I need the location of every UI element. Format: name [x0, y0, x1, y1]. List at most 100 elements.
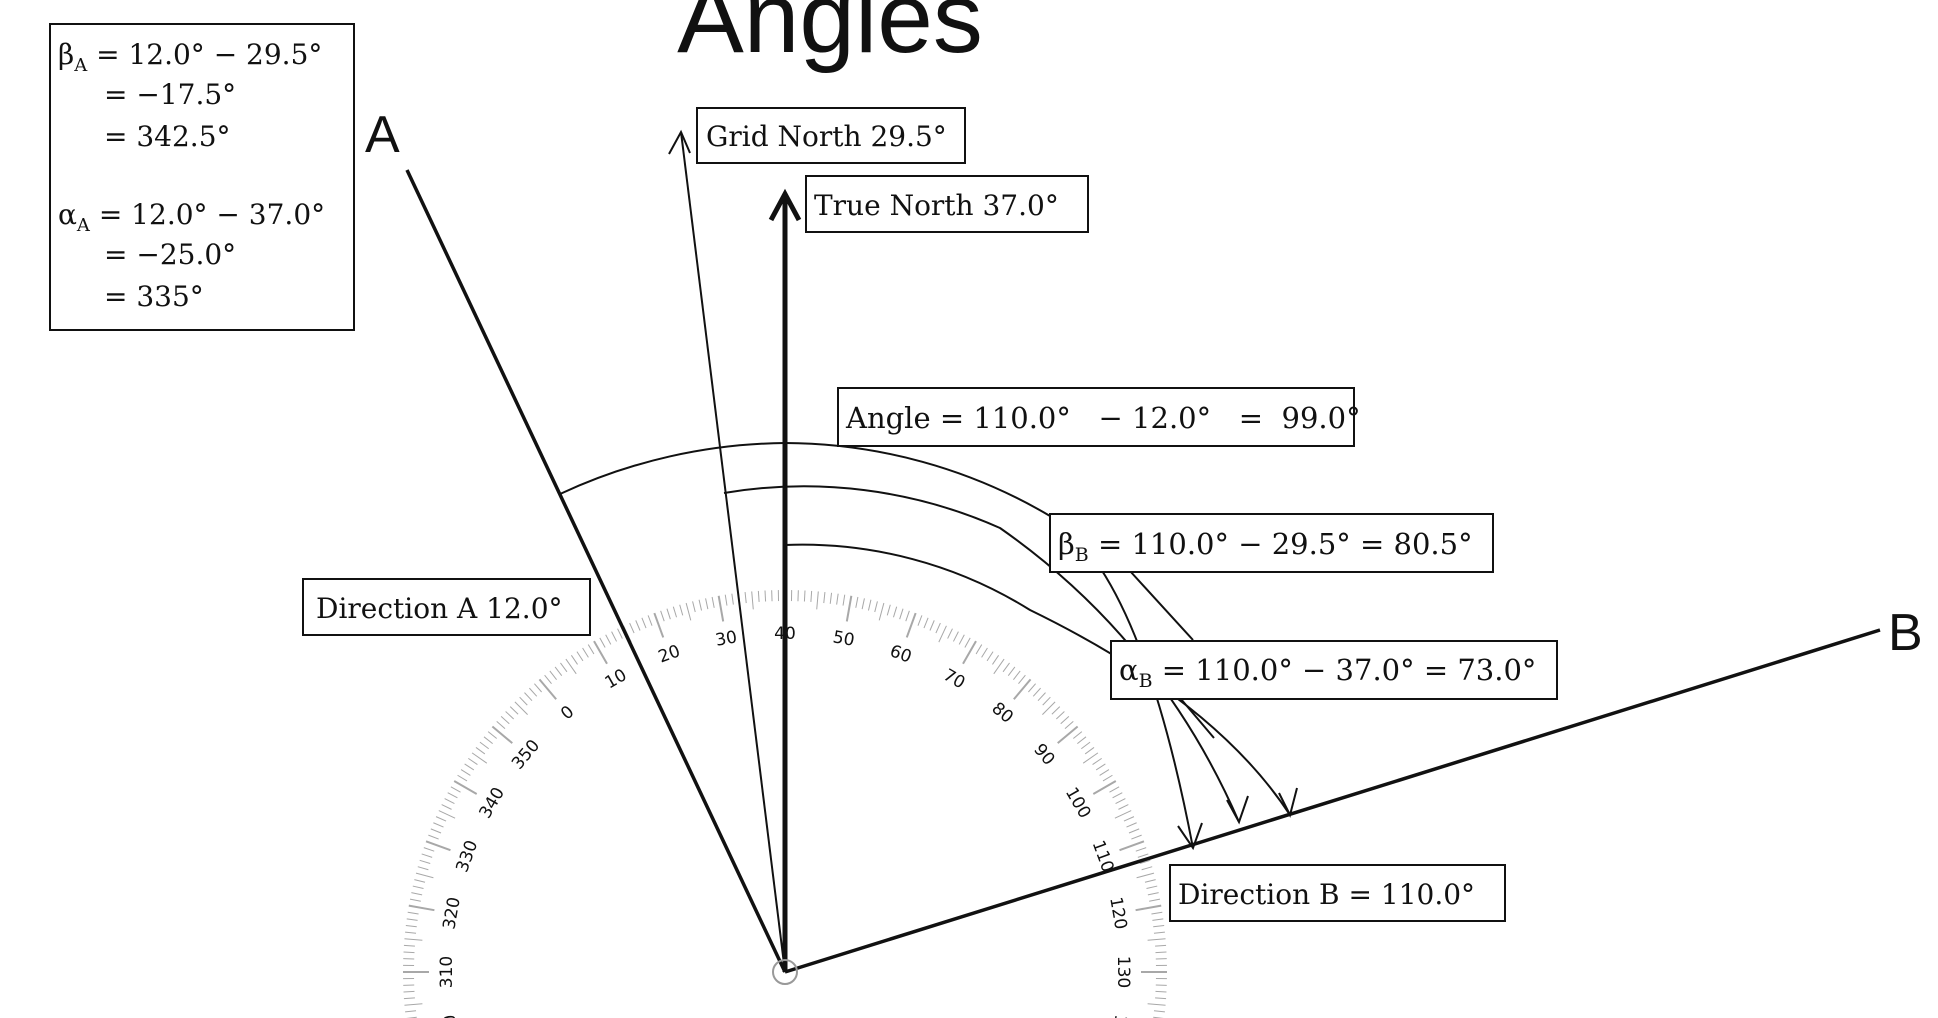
protractor-tick — [917, 615, 923, 626]
protractor-tick — [1115, 798, 1126, 805]
protractor-tick — [1126, 822, 1137, 828]
protractor-tick — [816, 591, 819, 610]
protractor-label: 10 — [602, 665, 631, 693]
protractor-tick — [1139, 859, 1151, 865]
protractor-tick — [414, 879, 426, 883]
protractor-tick — [419, 859, 431, 865]
beta-b-label: βB = 110.0° − 29.5° = 80.5° — [1049, 513, 1494, 573]
protractor-label: 100 — [1061, 784, 1095, 822]
protractor-tick — [538, 678, 557, 700]
protractor-tick — [1073, 731, 1083, 739]
protractor-label: 140 — [1105, 1013, 1130, 1018]
protractor-tick — [672, 606, 678, 618]
svg-text:True North 37.0°: True North 37.0° — [814, 189, 1059, 222]
alpha-b-arc-arrowhead — [1278, 787, 1298, 818]
protractor-tick — [487, 731, 497, 739]
protractor-tick — [587, 644, 595, 655]
protractor-tick — [1112, 792, 1123, 799]
protractor-tick — [836, 593, 839, 605]
protractor-label: 330 — [452, 838, 482, 875]
protractor-tick — [435, 816, 447, 822]
protractor-tick — [403, 944, 415, 947]
beta-b-arc-arrowhead — [1226, 795, 1249, 825]
protractor-tick — [1147, 938, 1166, 941]
protractor-tick — [886, 604, 891, 616]
calc-box: βA = 12.0° − 29.5° = −17.5° = 342.5° αA … — [49, 23, 355, 331]
protractor-tick — [403, 990, 415, 993]
protractor-tick — [408, 904, 435, 912]
protractor-tick — [1057, 725, 1079, 744]
protractor-tick — [764, 590, 767, 602]
protractor-tick — [405, 1010, 417, 1013]
grid-north-arrow — [668, 129, 786, 973]
protractor-tick — [1007, 666, 1016, 677]
direction-a-label: Direction A 12.0° — [302, 578, 591, 636]
beta-a-line-2: = −17.5° — [104, 78, 236, 111]
protractor-tick — [611, 631, 618, 642]
protractor-tick — [1095, 763, 1106, 771]
protractor-tick — [617, 628, 623, 639]
protractor-tick — [406, 918, 418, 921]
protractor-label: 30 — [714, 627, 739, 650]
protractor-tick — [554, 666, 563, 677]
protractor-tick — [433, 822, 444, 828]
protractor-tick — [1082, 752, 1099, 764]
protractor-tick — [560, 662, 568, 673]
protractor-tick — [407, 911, 419, 915]
protractor-tick — [544, 674, 552, 684]
protractor-tick — [415, 872, 434, 879]
protractor-tick — [1102, 774, 1113, 782]
protractor-tick — [975, 644, 983, 655]
protractor-tick — [1153, 1010, 1165, 1013]
protractor-label: 340 — [476, 784, 510, 822]
protractor-tick — [717, 595, 725, 622]
protractor-tick — [1042, 701, 1056, 715]
protractor-tick — [845, 595, 853, 622]
protractor-tick — [1084, 747, 1095, 755]
protractor-tick — [483, 736, 493, 744]
protractor-tick — [491, 725, 513, 744]
svg-text:βB = 110.0° − 29.5° = 80.5°: βB = 110.0° − 29.5° = 80.5° — [1058, 527, 1473, 566]
protractor-tick — [679, 604, 684, 616]
direction-b-line — [784, 628, 1881, 974]
protractor-tick — [855, 596, 859, 608]
protractor-tick — [450, 786, 461, 793]
protractor-tick — [905, 612, 917, 638]
protractor-tick — [1155, 944, 1167, 947]
protractor-tick — [1099, 769, 1110, 776]
protractor-tick — [403, 997, 415, 1000]
protractor-tick — [1137, 853, 1149, 858]
protractor-tick — [430, 828, 442, 834]
protractor-tick — [441, 804, 452, 810]
protractor-tick — [593, 640, 608, 665]
protractor-label: 300 — [439, 1013, 464, 1018]
protractor-tick — [529, 687, 538, 697]
protractor-center — [772, 959, 798, 985]
protractor-tick — [1042, 696, 1051, 706]
protractor-tick — [1002, 662, 1010, 673]
protractor-tick — [1092, 757, 1102, 765]
protractor-tick — [711, 596, 715, 608]
protractor-tick — [1119, 840, 1145, 852]
protractor-tick — [444, 798, 455, 805]
protractor-tick — [1128, 828, 1140, 834]
protractor-tick — [570, 655, 578, 665]
protractor-tick — [947, 628, 953, 639]
protractor-tick — [692, 601, 696, 613]
alpha-a-line-1: αA = 12.0° − 37.0° — [58, 198, 325, 236]
alpha-b-arc — [784, 543, 1291, 816]
direction-a-line — [405, 169, 787, 973]
protractor-tick — [524, 692, 533, 702]
protractor-tick — [958, 634, 965, 645]
angle-formula-label: Angle = 110.0° − 12.0° = 99.0° — [837, 387, 1361, 447]
protractor-tick — [1118, 804, 1129, 810]
protractor-tick — [411, 892, 423, 896]
protractor-tick — [993, 658, 1005, 675]
protractor-label: 60 — [887, 641, 914, 667]
protractor-tick — [500, 716, 510, 725]
protractor-tick — [1064, 721, 1074, 729]
protractor-tick — [929, 620, 935, 631]
protractor-tick — [1149, 898, 1161, 902]
protractor-tick — [1155, 951, 1167, 954]
protractor-tick — [464, 763, 475, 771]
